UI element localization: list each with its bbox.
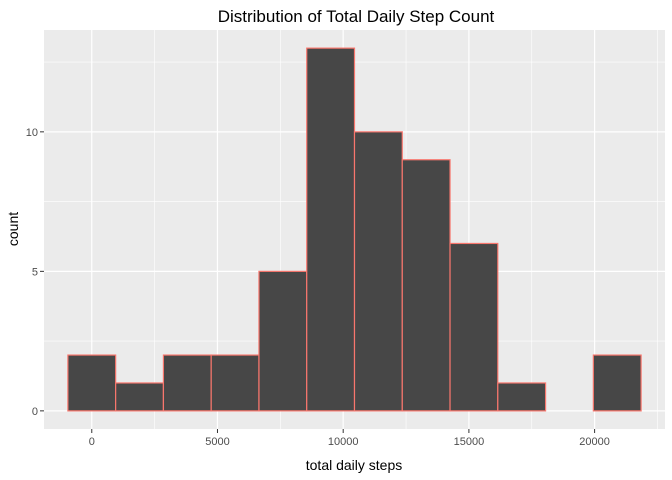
histogram-bar [401,159,451,412]
x-axis-title: total daily steps [306,457,403,473]
histogram-bar [258,270,308,412]
histogram-bar [449,242,499,412]
x-tick-label: 0 [89,436,95,448]
histogram-bar [115,382,165,412]
histogram-bar [67,354,117,412]
histogram-bar [592,354,642,412]
histogram-bar [162,354,212,412]
y-tick-label: 10 [26,127,38,139]
x-axis: 0 5000 10000 15000 20000 [89,429,610,448]
x-tick-label: 5000 [205,436,229,448]
chart-title: Distribution of Total Daily Step Count [218,7,495,26]
x-tick-label: 20000 [579,436,610,448]
y-axis-title: count [5,212,21,246]
histogram-bar [306,47,356,412]
histogram-bars [67,47,642,412]
histogram-bar [353,131,403,412]
x-tick-label: 15000 [454,436,485,448]
y-tick-label: 5 [32,266,38,278]
y-axis: 0 5 10 [26,127,44,418]
histogram-bar [210,354,260,412]
histogram-bar [497,382,547,412]
y-tick-label: 0 [32,406,38,418]
x-tick-label: 10000 [328,436,359,448]
